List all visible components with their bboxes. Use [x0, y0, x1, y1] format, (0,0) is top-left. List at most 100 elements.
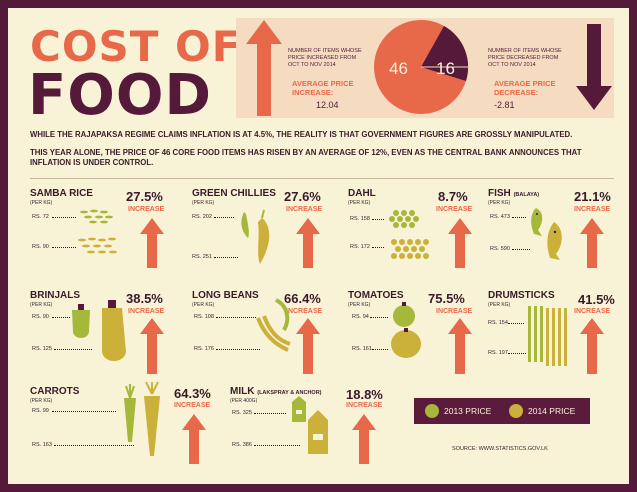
leader	[512, 217, 526, 218]
item-pct: 66.4%	[284, 291, 321, 306]
item-pct: 38.5%	[126, 291, 163, 306]
legend-swatches	[425, 404, 523, 418]
leader	[370, 317, 388, 318]
item-unit: (PER KG)	[30, 200, 53, 206]
up-arrow-icon	[246, 20, 282, 116]
tomato-icon	[391, 302, 421, 358]
leader	[54, 445, 134, 446]
leader	[52, 217, 76, 218]
item-name: MILK (LAKSPRAY & ANCHOR)	[230, 386, 322, 397]
price-2014: RS. 251	[192, 254, 212, 260]
item-increase-label: INCREASE	[174, 402, 211, 409]
price-2014: RS. 176	[194, 346, 214, 352]
item-tomatoes: TOMATOES (PER KG)	[348, 290, 404, 308]
leader	[214, 257, 238, 258]
price-2013: RS. 72	[32, 214, 49, 220]
price-2013: RS. 325	[232, 410, 252, 416]
item-increase-label: INCREASE	[128, 206, 165, 213]
legend-2013: 2013 PRICE	[444, 406, 492, 416]
dahl-icon	[389, 210, 429, 259]
summary-box: NUMBER OF ITEMS WHOSE PRICE INCREASED FR…	[236, 18, 614, 118]
avg-decrease-label: AVERAGE PRICE DECREASE:	[494, 79, 556, 97]
leader	[52, 411, 116, 412]
item-increase-label: INCREASE	[436, 308, 473, 315]
down-arrow-icon	[576, 24, 612, 110]
up-arrow-icon	[580, 318, 604, 374]
legend: 2013 PRICE 2014 PRICE	[414, 398, 590, 424]
leader	[508, 323, 524, 324]
price-2014: RS. 590	[490, 246, 510, 252]
item-increase-label: INCREASE	[128, 308, 165, 315]
up-arrow-icon	[140, 218, 164, 268]
increase-decrease-pie	[374, 20, 469, 114]
decreased-label: NUMBER OF ITEMS WHOSE PRICE DECREASED FR…	[488, 48, 562, 68]
leader	[254, 413, 286, 414]
up-arrow-icon	[296, 218, 320, 268]
item-name: CARROTS	[30, 386, 80, 397]
item-pct: 64.3%	[174, 386, 211, 401]
item-pct: 27.5%	[126, 189, 163, 204]
item-unit: (PER KG)	[488, 200, 511, 206]
increased-label: NUMBER OF ITEMS WHOSE PRICE INCREASED FR…	[288, 48, 362, 68]
paragraph-inflation-claim: WHILE THE RAJAPAKSA REGIME CLAIMS INFLAT…	[30, 130, 573, 139]
item-unit: (PER KG)	[348, 200, 371, 206]
price-2013: RS. 99	[32, 408, 49, 414]
item-drumsticks: DRUMSTICKS (PER KG)	[488, 290, 555, 308]
item-increase-label: INCREASE	[286, 308, 323, 315]
item-unit: (PER KG)	[30, 302, 53, 308]
item-unit: (PER KG)	[192, 302, 215, 308]
price-2013: RS. 202	[192, 214, 212, 220]
price-2014: RS. 197	[488, 350, 508, 356]
item-unit: (PER KG)	[488, 302, 511, 308]
item-pct: 41.5%	[578, 292, 615, 307]
item-pct: 21.1%	[574, 189, 611, 204]
item-pct: 75.5%	[428, 291, 465, 306]
item-milk: MILK (LAKSPRAY & ANCHOR) (PER 400G)	[230, 386, 322, 404]
price-2013: RS. 158	[350, 216, 370, 222]
item-green-chillies: GREEN CHILLIES (PER KG)	[192, 188, 276, 206]
drumstick-icon	[528, 306, 567, 366]
item-long-beans: LONG BEANS (PER KG)	[192, 290, 259, 308]
price-2014: RS. 125	[32, 346, 52, 352]
item-name: SAMBA RICE	[30, 188, 93, 199]
carrot-icon	[124, 381, 160, 456]
rice-icon	[78, 209, 117, 254]
item-increase-label: INCREASE	[436, 206, 473, 213]
up-arrow-icon	[140, 318, 164, 374]
leader	[512, 249, 530, 250]
avg-increase-label: AVERAGE PRICE INCREASE:	[292, 79, 354, 97]
divider	[30, 178, 614, 179]
price-2014: RS. 172	[350, 244, 370, 250]
item-name: TOMATOES	[348, 290, 404, 301]
infographic: COST OF FOOD NUMBER OF ITEMS WHOSE PRICE…	[8, 8, 629, 484]
price-2013: RS. 154	[488, 320, 508, 326]
up-arrow-icon	[448, 218, 472, 268]
price-2013: RS. 90	[32, 314, 49, 320]
price-2014: RS. 163	[32, 442, 52, 448]
up-arrow-icon	[352, 414, 376, 464]
brinjal-icon	[72, 300, 126, 361]
legend-2014: 2014 PRICE	[528, 406, 576, 416]
leader	[372, 247, 384, 248]
item-name: BRINJALS	[30, 290, 81, 301]
fish-icon	[531, 208, 562, 260]
leader	[372, 219, 384, 220]
title-line1: COST OF	[30, 22, 242, 71]
leader	[508, 353, 526, 354]
item-name: GREEN CHILLIES	[192, 188, 276, 199]
item-carrots: CARROTS (PER KG)	[30, 386, 79, 404]
chilli-icon	[241, 209, 270, 264]
item-fish: FISH (BALAYA) (PER KG)	[488, 188, 539, 206]
increased-count: 46	[389, 59, 408, 78]
item-pct: 18.8%	[346, 387, 383, 402]
leader	[214, 217, 234, 218]
item-increase-label: INCREASE	[574, 206, 611, 213]
price-2013: RS. 473	[490, 214, 510, 220]
up-arrow-icon	[580, 218, 604, 268]
up-arrow-icon	[448, 318, 472, 374]
item-unit: (PER KG)	[348, 302, 371, 308]
leader	[372, 349, 388, 350]
item-name: FISH (BALAYA)	[488, 188, 540, 199]
up-arrow-icon	[296, 318, 320, 374]
title-line2: FOOD	[28, 63, 212, 128]
